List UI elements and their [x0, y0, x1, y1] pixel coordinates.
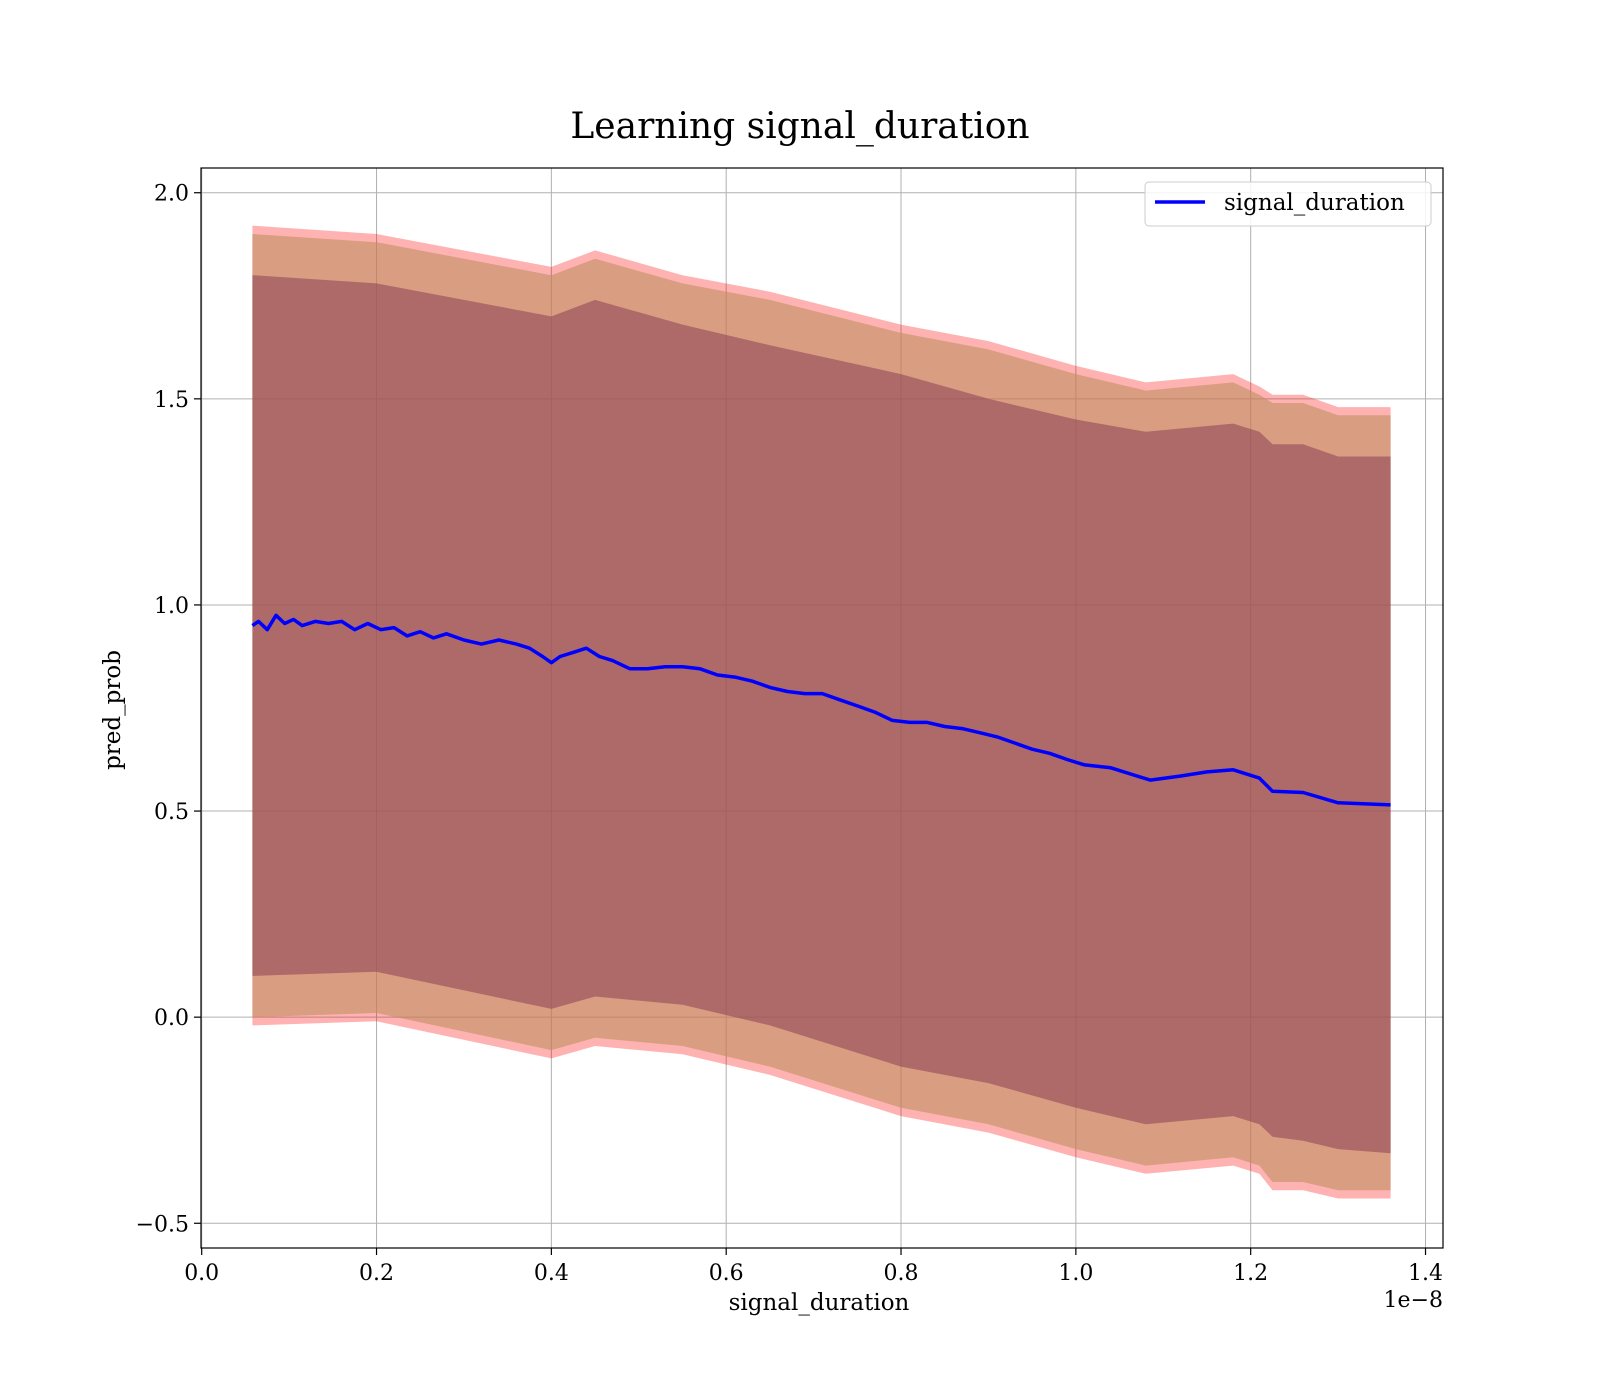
x-tick-label: 1.4 [1408, 1261, 1443, 1286]
x-tick-label: 1.0 [1058, 1261, 1093, 1286]
legend: signal_duration [1144, 181, 1432, 227]
y-axis-label: pred_prob [100, 650, 126, 770]
series-lines [251, 613, 1391, 807]
x-tick-label: 1.2 [1233, 1261, 1268, 1286]
series-line [251, 613, 1391, 807]
x-tick-label: 0.0 [184, 1261, 219, 1286]
x-tick-label: 0.8 [884, 1261, 919, 1286]
x-axis-label: signal_duration [729, 1290, 910, 1316]
x-tick-label: 0.2 [359, 1261, 394, 1286]
y-axis-ticks: −0.5 0.0 0.5 1.0 1.5 2.0 [136, 182, 201, 1237]
y-tick-label: −0.5 [136, 1212, 189, 1237]
y-tick-label: 2.0 [154, 182, 189, 207]
x-axis-ticks: 0.0 0.2 0.4 0.6 0.8 1.0 1.2 1.4 [184, 1248, 1443, 1286]
y-tick-label: 0.0 [154, 1006, 189, 1031]
y-tick-label: 1.5 [154, 388, 189, 413]
plot-area-frame [200, 167, 1444, 1249]
y-tick-label: 1.0 [154, 594, 189, 619]
legend-label: signal_duration [1224, 190, 1405, 216]
y-tick-label: 0.5 [154, 800, 189, 825]
confidence-bands [252, 225, 1391, 1199]
chart-title: Learning signal_duration [570, 106, 1029, 147]
legend-box [1144, 181, 1432, 227]
x-axis-offset-label: 1e−8 [1384, 1288, 1443, 1313]
inner-confidence-band [252, 275, 1391, 1154]
x-tick-label: 0.6 [709, 1261, 744, 1286]
x-tick-label: 0.4 [534, 1261, 569, 1286]
